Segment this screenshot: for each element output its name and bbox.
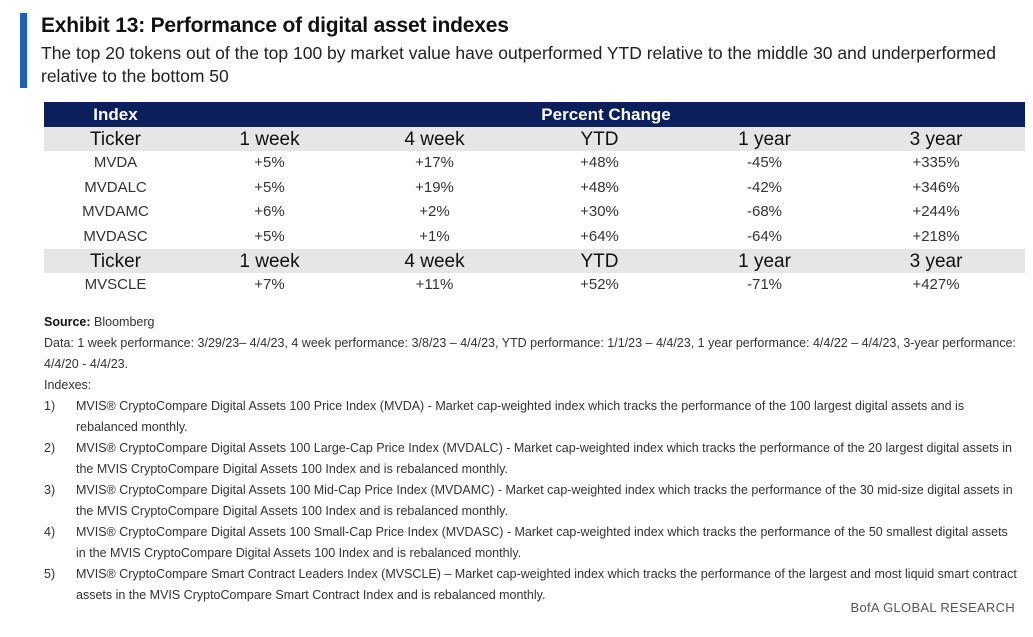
note-text: MVIS® CryptoCompare Smart Contract Leade…	[76, 567, 1017, 602]
column-header-1-year: 1 year	[738, 129, 791, 150]
column-header-1-week: 1 week	[239, 251, 300, 272]
note-text: MVIS® CryptoCompare Digital Assets 100 M…	[76, 483, 1013, 518]
ticker-cell: MVDAMC	[82, 203, 149, 220]
table-group-header: Index Percent Change	[44, 102, 1025, 127]
note-number: 4)	[44, 525, 56, 539]
column-header-row: Ticker 1 week 4 week YTD 1 year 3 year	[44, 249, 1025, 273]
value-cell: +48%	[580, 154, 619, 171]
index-note-item: 4) MVIS® CryptoCompare Digital Assets 10…	[44, 522, 1019, 564]
ticker-cell: MVDALC	[84, 178, 147, 196]
ticker-cell: MVDA	[93, 154, 138, 171]
brand-footer: BofA GLOBAL RESEARCH	[850, 600, 1015, 615]
column-header-ticker: Ticker	[89, 251, 142, 272]
value-cell: +19%	[415, 178, 454, 196]
value-cell: +244%	[912, 203, 960, 220]
source-value: Bloomberg	[94, 315, 155, 329]
index-note-item: 5) MVIS® CryptoCompare Smart Contract Le…	[44, 564, 1019, 606]
column-header-1-year: 1 year	[738, 251, 791, 272]
column-header-3-year: 3 year	[909, 129, 963, 150]
note-text: MVIS® CryptoCompare Digital Assets 100 L…	[76, 441, 1013, 476]
column-header-ytd: YTD	[580, 129, 619, 150]
note-number: 5)	[44, 567, 56, 581]
value-cell: +11%	[415, 276, 454, 293]
value-cell: +30%	[580, 203, 619, 220]
value-cell: -68%	[746, 203, 783, 220]
value-cell: +5%	[254, 178, 285, 196]
data-note: Data: 1 week performance: 3/29/23– 4/4/2…	[44, 336, 1016, 371]
value-cell: +218%	[912, 227, 960, 245]
column-header-3-year: 3 year	[909, 251, 963, 272]
table-row: MVDA +5% +17% +48% -45% +335%	[44, 151, 1025, 176]
value-cell: +335%	[912, 154, 960, 171]
column-header-ytd: YTD	[580, 251, 619, 272]
exhibit-title: Exhibit 13: Performance of digital asset…	[41, 14, 509, 37]
value-cell: +346%	[912, 178, 960, 196]
value-cell: +5%	[254, 227, 285, 245]
column-header-1-week: 1 week	[239, 129, 300, 150]
table-row: MVDASC +5% +1% +64% -64% +218%	[44, 225, 1025, 250]
value-cell: +7%	[254, 276, 285, 293]
value-cell: -42%	[746, 178, 783, 196]
column-header-row: Ticker 1 week 4 week YTD 1 year 3 year	[44, 127, 1025, 151]
note-number: 2)	[44, 441, 56, 455]
index-group-header: Index	[93, 105, 138, 124]
notes-section: Source: Bloomberg Data: 1 week performan…	[44, 312, 1019, 606]
value-cell: +6%	[254, 203, 285, 220]
value-cell: +64%	[580, 227, 619, 245]
table-row: MVDAMC +6% +2% +30% -68% +244%	[44, 200, 1025, 225]
index-note-item: 2) MVIS® CryptoCompare Digital Assets 10…	[44, 438, 1019, 480]
performance-table: Index Percent Change Ticker 1 week 4 wee…	[44, 102, 1025, 298]
exhibit-subtitle: The top 20 tokens out of the top 100 by …	[41, 43, 996, 86]
value-cell: +1%	[419, 227, 450, 245]
column-header-4-week: 4 week	[404, 129, 465, 150]
value-cell: -45%	[746, 154, 783, 171]
value-cell: -64%	[746, 227, 783, 245]
table-row: MVDALC +5% +19% +48% -42% +346%	[44, 176, 1025, 201]
value-cell: +2%	[419, 203, 450, 220]
note-text: MVIS® CryptoCompare Digital Assets 100 P…	[76, 399, 965, 434]
note-number: 1)	[44, 399, 56, 413]
index-note-item: 1) MVIS® CryptoCompare Digital Assets 10…	[44, 396, 1019, 438]
value-cell: +17%	[415, 154, 454, 171]
note-text: MVIS® CryptoCompare Digital Assets 100 S…	[76, 525, 1008, 560]
accent-bar	[20, 13, 27, 88]
value-cell: +52%	[580, 276, 619, 293]
note-number: 3)	[44, 483, 56, 497]
value-cell: +5%	[254, 154, 285, 171]
source-label: Source:	[44, 315, 91, 329]
percent-change-group-header: Percent Change	[541, 105, 671, 124]
ticker-cell: MVDASC	[83, 227, 148, 245]
value-cell: -71%	[746, 276, 783, 293]
column-header-4-week: 4 week	[404, 251, 465, 272]
indexes-label: Indexes:	[44, 378, 92, 392]
column-header-ticker: Ticker	[89, 129, 142, 150]
source-line: Source: Bloomberg	[44, 312, 1019, 333]
ticker-cell: MVSCLE	[84, 276, 147, 293]
index-note-item: 3) MVIS® CryptoCompare Digital Assets 10…	[44, 480, 1019, 522]
value-cell: +427%	[912, 276, 960, 293]
table-row: MVSCLE +7% +11% +52% -71% +427%	[44, 273, 1025, 298]
value-cell: +48%	[580, 178, 619, 196]
